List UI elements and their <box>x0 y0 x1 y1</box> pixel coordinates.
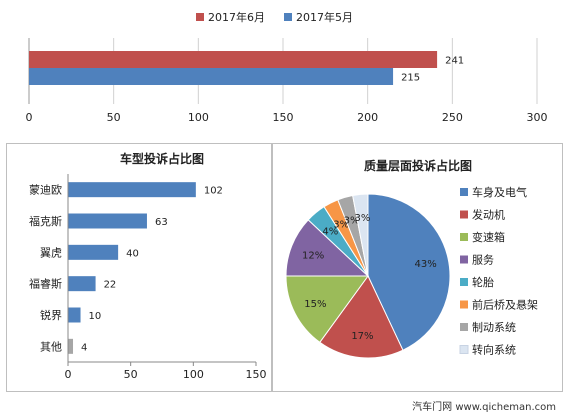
category-label-4: 锐界 <box>40 308 62 322</box>
x-tick-label-2: 100 <box>183 368 204 381</box>
category-label-3: 福睿斯 <box>29 277 62 291</box>
pie-slice-0 <box>367 193 451 351</box>
pie-label-5: 3% <box>333 219 349 230</box>
pie-label-3: 12% <box>302 250 324 261</box>
pie-slice-3 <box>285 219 370 277</box>
legend-label-0: 车身及电气 <box>472 185 527 199</box>
x-tick-label-4: 200 <box>357 111 378 124</box>
bar-0 <box>68 182 196 198</box>
pie-label-7: 3% <box>355 213 371 224</box>
category-label-1: 福克斯 <box>29 214 62 228</box>
quality-complaints-pie-chart: 质量层面投诉占比图43%17%15%12%4%3%3%3%车身及电气发动机变速箱… <box>285 158 538 359</box>
legend-label-4: 轮胎 <box>472 275 494 289</box>
bar-0 <box>29 51 438 68</box>
legend-swatch-4 <box>460 278 468 286</box>
legend-label-2: 变速箱 <box>472 230 505 244</box>
category-label-5: 其他 <box>40 340 62 353</box>
legend-label-3: 服务 <box>472 254 494 267</box>
legend-label-7: 转向系统 <box>472 343 516 357</box>
x-tick-label-2: 100 <box>188 111 209 124</box>
bar-3 <box>68 276 96 292</box>
x-tick-label-0: 0 <box>26 111 33 124</box>
x-tick-label-1: 50 <box>107 111 121 124</box>
x-tick-label-5: 250 <box>442 111 463 124</box>
pie-slice-7 <box>352 193 369 277</box>
bar-value-label-1: 215 <box>401 73 420 84</box>
legend-swatch-6 <box>460 323 468 331</box>
legend-swatch-0 <box>196 13 204 21</box>
pie-label-2: 15% <box>304 299 326 310</box>
x-tick-label-3: 150 <box>246 368 267 381</box>
legend-label-1: 2017年5月 <box>296 10 353 24</box>
bar-value-label-4: 10 <box>89 311 102 322</box>
legend-swatch-5 <box>460 300 468 309</box>
pie-label-6: 3% <box>344 215 360 226</box>
pie-slice-2 <box>285 275 369 344</box>
bar-2 <box>68 244 119 260</box>
pie-slice-1 <box>319 275 404 359</box>
legend-label-0: 2017年6月 <box>208 10 265 24</box>
chart-title: 车型投诉占比图 <box>120 151 204 166</box>
legend-swatch-2 <box>460 233 468 241</box>
category-label-2: 翼虎 <box>40 246 62 259</box>
bar-1 <box>29 68 394 85</box>
bar-value-label-5: 4 <box>81 342 87 353</box>
legend-label-6: 制动系统 <box>472 321 516 334</box>
bar-value-label-3: 22 <box>104 280 117 291</box>
legend-swatch-1 <box>284 13 292 21</box>
x-tick-label-3: 150 <box>273 111 294 124</box>
legend-swatch-1 <box>460 210 468 219</box>
legend-swatch-0 <box>460 188 468 196</box>
legend-label-1: 发动机 <box>472 208 505 222</box>
x-tick-label-1: 50 <box>124 368 138 381</box>
bar-value-label-0: 102 <box>204 186 223 197</box>
bar-1 <box>68 213 147 229</box>
bar-value-label-1: 63 <box>155 217 168 228</box>
bar-5 <box>68 338 74 354</box>
bar-value-label-2: 40 <box>126 248 139 259</box>
chart-title: 质量层面投诉占比图 <box>364 158 472 173</box>
legend-swatch-7 <box>459 345 469 354</box>
bar-4 <box>68 307 81 323</box>
pie-label-4: 4% <box>322 227 338 238</box>
category-label-0: 蒙迪欧 <box>29 184 62 197</box>
legend-label-5: 前后桥及悬架 <box>472 298 538 312</box>
pie-label-1: 17% <box>351 331 373 342</box>
top-bar-chart: 2017年6月 2017年5月 0 50 100 150 200 250 300 241 215 <box>26 10 548 124</box>
x-tick-label-0: 0 <box>65 368 72 381</box>
legend-swatch-3 <box>460 255 468 264</box>
footer-watermark-text: 汽车门网 www.qicheman.com <box>412 402 556 413</box>
pie-label-0: 43% <box>415 259 437 270</box>
x-tick-label-6: 300 <box>527 111 548 124</box>
bar-value-label-0: 241 <box>445 56 464 67</box>
